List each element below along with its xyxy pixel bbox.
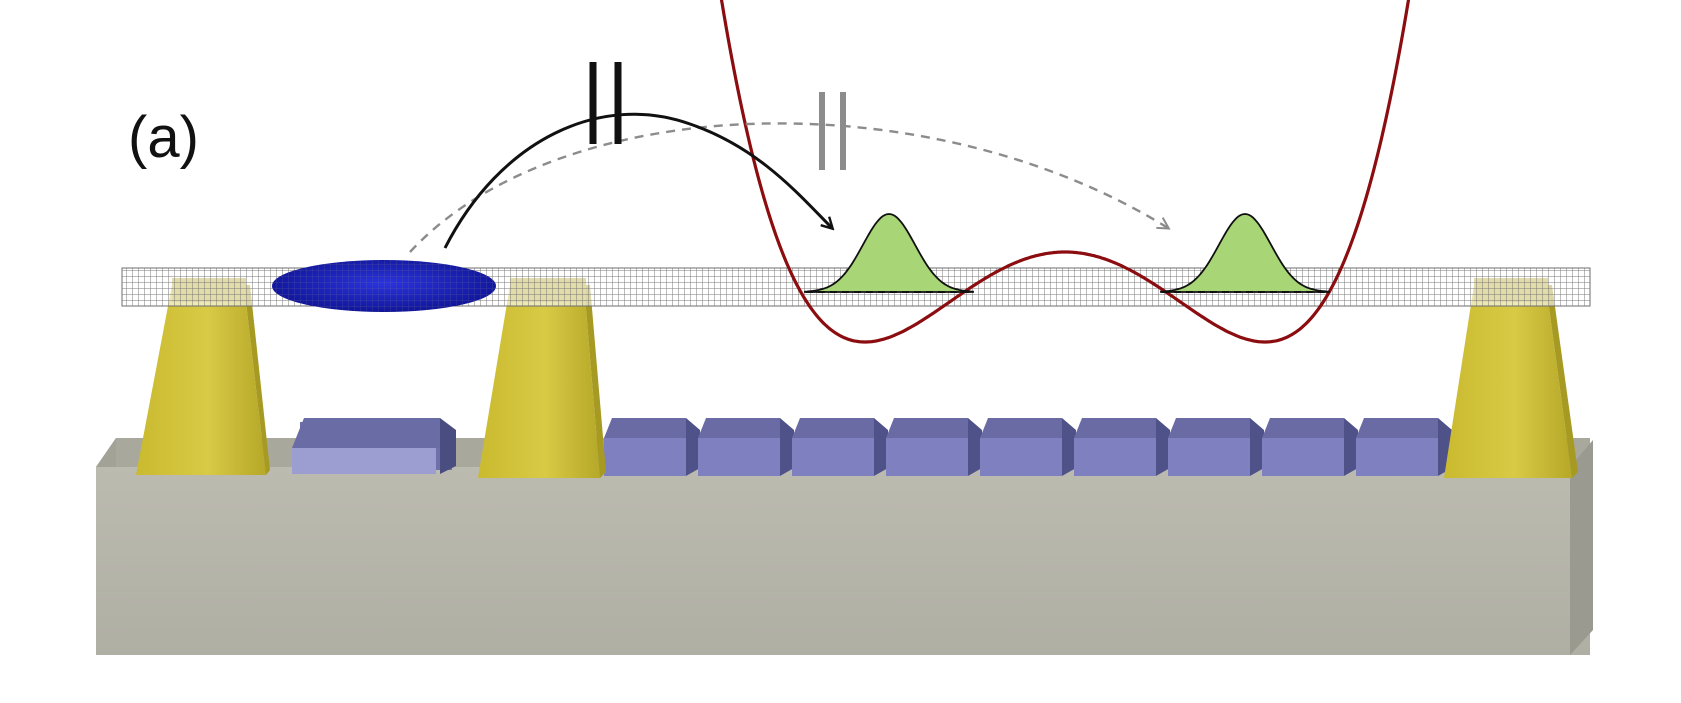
wavepacket-right (1160, 213, 1330, 293)
clamp-left (136, 278, 270, 475)
electrode (1356, 418, 1452, 476)
electrode (698, 418, 794, 476)
substrate-block (96, 438, 1593, 655)
electrode (792, 418, 888, 476)
transfer-arrow (443, 112, 832, 249)
wavepacket-left (804, 213, 974, 293)
electrode (980, 418, 1076, 476)
electrode (604, 418, 700, 476)
gray-parallel-bars (819, 92, 846, 170)
dashed-transfer-arrow (409, 122, 1168, 253)
clamp-right (1444, 278, 1578, 478)
electrode (886, 418, 982, 476)
clamp-middle (478, 278, 606, 478)
electrode (1168, 418, 1264, 476)
double-well-potential-curve (719, 0, 1411, 344)
panel-label: (a) (128, 105, 199, 170)
electrode (1074, 418, 1170, 476)
electrode (292, 418, 456, 474)
electrode (1262, 418, 1358, 476)
electrode-array (292, 418, 1452, 476)
black-parallel-bars (589, 62, 622, 144)
